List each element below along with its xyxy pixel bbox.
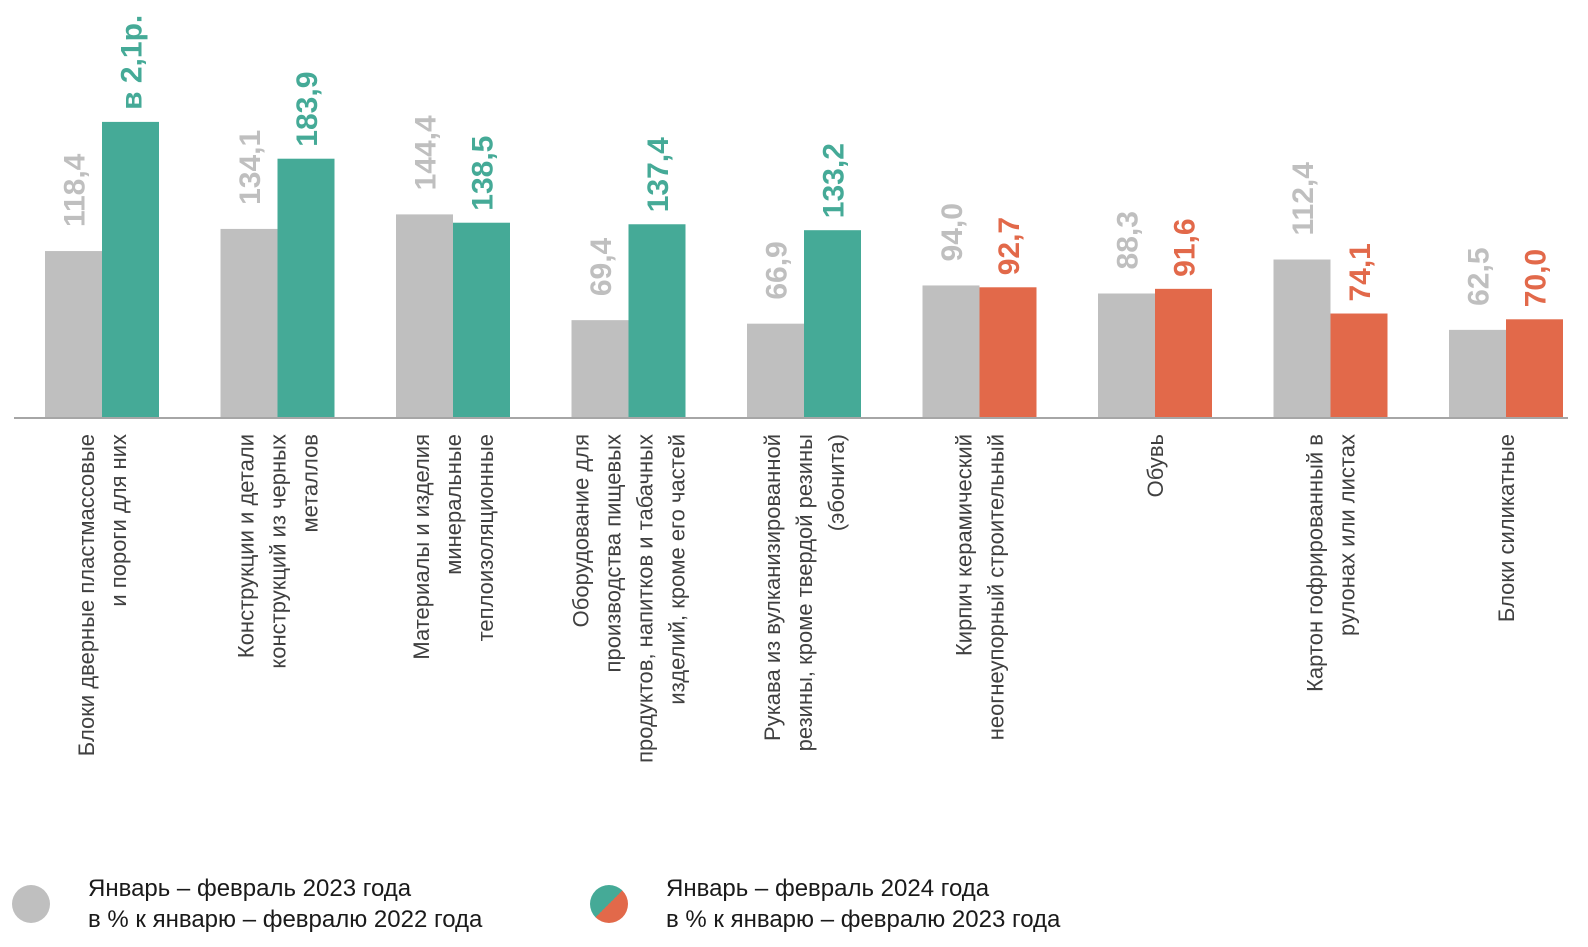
category-label: Рукава из вулканизированной резины, кроме…	[760, 434, 849, 751]
bar-group: 66,9 133,2 Рукава из вулканизированной рези…	[747, 143, 861, 751]
bar-group: 112,4 74,1 Картон гофрированный в рулонах и…	[1273, 162, 1388, 692]
value-label-2024: 91,6	[1169, 218, 1202, 276]
bar-group: 69,4 137,4 Оборудование для производства пи…	[569, 137, 690, 763]
bar-2024	[1506, 319, 1563, 418]
value-label-2023: 69,4	[585, 237, 618, 296]
bar-2023	[396, 214, 453, 418]
bar-group: 144,4 138,5 Материалы и изделия минеральные…	[396, 115, 510, 660]
value-label-2024: в 2,1р.	[116, 15, 149, 110]
bar-2024	[979, 287, 1037, 418]
value-label-2024: 137,4	[642, 137, 675, 212]
bar-2023	[1273, 259, 1331, 418]
bar-2023	[747, 323, 804, 418]
bar-group: 94,0 92,7 Кирпич керамический неогнеупорный…	[922, 203, 1037, 740]
value-label-2024: 92,7	[993, 217, 1026, 275]
legend-gray-circle-icon	[12, 885, 50, 923]
bar-group: 134,1 183,9 Конструкции и детали конструкци…	[220, 72, 335, 669]
bar-2024	[628, 224, 686, 418]
bar-group: 62,5 70,0 Блоки силикатные	[1449, 247, 1563, 622]
bar-2023	[1098, 293, 1155, 418]
bar-2024	[1155, 288, 1212, 418]
bar-2023	[1449, 329, 1506, 418]
bar-group: 88,3 91,6 Обувь	[1098, 211, 1212, 497]
value-label-2023: 66,9	[761, 241, 794, 299]
category-label: Картон гофрированный в рулонах или листах	[1303, 434, 1360, 692]
value-label-2024: 138,5	[467, 136, 500, 211]
bar-2023	[571, 320, 629, 418]
bar-2024	[453, 222, 510, 418]
category-label: Конструкции и детали конструкций из черны…	[234, 434, 323, 669]
value-label-2023: 112,4	[1287, 162, 1320, 236]
legend-label-2023: Январь – февраль 2023 года в % к январю …	[88, 875, 483, 933]
category-label: Обувь	[1143, 434, 1168, 497]
legend-split-circle-icon	[590, 885, 628, 923]
value-label-2023: 88,3	[1112, 211, 1145, 269]
value-label-2023: 134,1	[234, 130, 267, 205]
legend-item-2024: Январь – февраль 2024 года в % к январю …	[590, 873, 1060, 935]
value-label-2023: 94,0	[936, 203, 969, 261]
value-label-2024: 133,2	[818, 143, 851, 218]
bar-2023	[922, 285, 980, 418]
category-label: Блоки силикатные	[1494, 434, 1519, 622]
legend-item-2023: Январь – февраль 2023 года в % к январю …	[12, 873, 482, 935]
value-label-2023: 62,5	[1463, 247, 1496, 305]
bar-2024	[804, 230, 861, 418]
bar-2023	[220, 228, 278, 418]
value-label-2023: 118,4	[59, 153, 92, 227]
category-label: Блоки дверные пластмассовые и пороги для …	[74, 434, 131, 756]
category-label: Кирпич керамический неогнеупорный строите…	[952, 434, 1009, 740]
value-label-2024: 74,1	[1344, 243, 1377, 301]
value-label-2024: 183,9	[291, 72, 324, 147]
bar-2024	[102, 121, 159, 419]
bar-2024	[1330, 313, 1388, 418]
bar-group: 118,4 в 2,1р. Блоки дверные пластмассовые и…	[45, 15, 159, 756]
value-label-2024: 70,0	[1520, 249, 1553, 307]
legend-label-2024: Январь – февраль 2024 года в % к январю …	[666, 875, 1061, 933]
bar-chart: 118,4 в 2,1р. Блоки дверные пластмассовые и…	[14, 15, 1568, 763]
bar-2024	[277, 158, 335, 419]
bar-2023	[45, 251, 102, 418]
category-label: Материалы и изделия минеральные теплоизоля…	[409, 434, 498, 660]
category-label: Оборудование для производства пищевых прод…	[569, 434, 690, 763]
value-label-2023: 144,4	[410, 115, 443, 190]
